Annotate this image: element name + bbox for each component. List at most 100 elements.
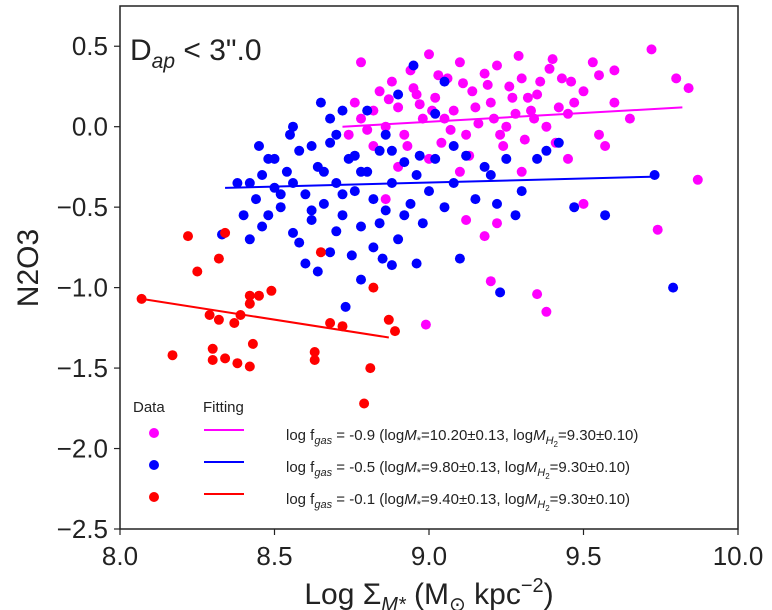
blue-data-point <box>318 198 329 209</box>
blue-data-point <box>553 137 564 148</box>
blue-data-point <box>356 221 366 232</box>
blue-fit-line <box>225 175 658 189</box>
magenta-data-point <box>343 129 354 140</box>
y-tick-label: −0.5 <box>57 192 108 222</box>
magenta-data-point <box>479 68 490 79</box>
magenta-data-point <box>516 166 527 177</box>
blue-data-point <box>386 260 397 271</box>
magenta-data-point <box>652 224 663 235</box>
magenta-data-point <box>399 129 410 140</box>
magenta-data-point <box>553 102 564 113</box>
red-data-point <box>244 361 255 372</box>
magenta-fit-line <box>342 106 683 128</box>
blue-data-point <box>532 153 543 164</box>
blue-data-point <box>461 150 472 161</box>
magenta-data-point <box>541 306 552 317</box>
red-data-point <box>390 326 400 337</box>
blue-data-point <box>285 129 295 140</box>
magenta-data-point <box>532 289 543 300</box>
blue-data-point <box>315 97 326 108</box>
blue-data-point <box>257 170 268 180</box>
magenta-data-point <box>609 65 620 76</box>
magenta-data-point <box>445 124 456 135</box>
blue-data-point <box>269 153 280 164</box>
magenta-data-point <box>492 60 502 71</box>
magenta-data-point <box>504 81 515 92</box>
magenta-data-point <box>594 129 604 140</box>
magenta-data-point <box>356 113 366 124</box>
blue-data-point <box>337 105 348 116</box>
red-data-point <box>213 314 224 325</box>
red-data-point <box>337 321 348 332</box>
magenta-data-point <box>507 92 518 103</box>
red-data-point <box>232 358 243 369</box>
magenta-data-point <box>393 102 404 113</box>
magenta-data-point <box>578 198 589 209</box>
magenta-data-point <box>433 70 444 81</box>
blue-data-point <box>251 194 261 205</box>
magenta-data-point <box>556 73 567 84</box>
blue-data-point <box>374 218 385 229</box>
magenta-data-point <box>383 94 394 105</box>
magenta-data-point <box>485 97 496 108</box>
blue-data-point <box>405 198 416 209</box>
blue-data-point <box>424 186 434 197</box>
blue-data-point <box>244 178 255 188</box>
magenta-data-point <box>461 129 472 140</box>
red-data-point <box>213 253 224 264</box>
blue-legend-marker <box>149 460 159 470</box>
blue-data-point <box>399 157 410 168</box>
magenta-data-point <box>541 121 552 132</box>
magenta-data-point <box>448 105 459 116</box>
y-axis-ticks: −2.5 −2.0 −1.5 −1.0 −0.5 0.0 0.5 <box>57 31 120 544</box>
magenta-data-point <box>482 79 493 90</box>
y-tick-label: 0.0 <box>72 112 108 142</box>
blue-legend-label: log fgas = -0.5 (logM*=9.80±0.13, logMH2… <box>286 459 630 481</box>
x-axis-ticks: 8.0 8.5 9.0 9.5 10.0 <box>102 529 763 571</box>
blue-data-point <box>263 210 274 221</box>
blue-data-point <box>569 202 580 213</box>
magenta-data-point <box>683 83 694 94</box>
blue-data-point <box>368 194 379 205</box>
magenta-data-point <box>473 118 484 129</box>
magenta-data-point <box>492 218 502 229</box>
magenta-data-point <box>544 63 555 74</box>
blue-data-point <box>408 60 419 71</box>
magenta-data-point <box>522 92 533 103</box>
blue-data-point <box>411 258 422 269</box>
blue-data-point <box>380 129 391 140</box>
red-data-point <box>365 363 376 374</box>
blue-data-point <box>393 89 404 100</box>
aperture-annotation: Dap < 3".0 <box>130 34 262 73</box>
red-data-point <box>220 227 231 238</box>
y-tick-label: −2.5 <box>57 514 108 544</box>
blue-data-point <box>254 141 264 151</box>
magenta-data-point <box>420 319 431 330</box>
blue-data-point <box>439 202 450 213</box>
blue-data-point <box>349 150 360 161</box>
blue-data-point <box>368 242 379 253</box>
blue-data-point <box>306 141 317 151</box>
magenta-data-point <box>470 102 481 113</box>
red-data-point <box>220 353 231 364</box>
blue-data-point <box>356 274 366 285</box>
blue-data-point <box>485 170 496 180</box>
blue-data-point <box>257 221 268 232</box>
red-data-point <box>368 282 379 293</box>
blue-data-point <box>331 226 342 237</box>
blue-data-point <box>668 282 679 293</box>
magenta-data-point <box>587 57 598 68</box>
y-tick-label: −2.0 <box>57 434 108 464</box>
magenta-data-point <box>414 99 425 110</box>
legend-fitting-header: Fitting <box>203 399 244 416</box>
red-data-point <box>244 298 255 309</box>
magenta-data-point <box>501 121 512 132</box>
magenta-data-point <box>671 73 682 84</box>
red-data-point <box>229 318 240 328</box>
blue-data-point <box>244 234 255 245</box>
magenta-data-point <box>547 54 558 65</box>
blue-data-point <box>325 113 336 124</box>
blue-data-point <box>448 178 459 188</box>
red-data-point <box>315 247 326 258</box>
blue-data-point <box>439 76 450 87</box>
